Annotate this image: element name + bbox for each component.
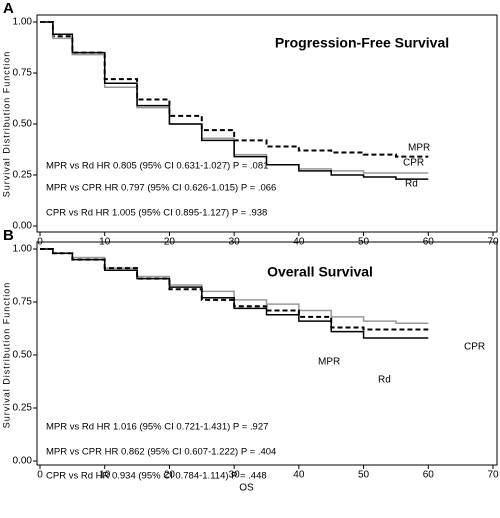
series-label: MPR	[318, 357, 340, 368]
annotation: MPR vs CPR HR 0.797 (95% CI 0.626-1.015)…	[46, 183, 276, 194]
x-tick-label: 60	[423, 470, 435, 481]
x-axis-label: OS	[239, 483, 254, 494]
series-label: MPR	[408, 143, 430, 154]
series-label: CPR	[403, 158, 424, 169]
x-tick-label: 40	[293, 470, 305, 481]
survival-curve	[40, 248, 429, 324]
y-tick-label: 1.00	[13, 244, 33, 255]
series-label: Rd	[378, 375, 391, 386]
y-tick-label: 1.00	[13, 17, 33, 28]
y-tick-label: 0.75	[13, 68, 33, 79]
survival-curve	[40, 248, 429, 331]
annotation: MPR vs Rd HR 0.805 (95% CI 0.631-1.027) …	[46, 161, 268, 172]
chart-title: Overall Survival	[267, 264, 373, 280]
chart-title: Progression-Free Survival	[275, 35, 449, 51]
y-tick-label: 0.50	[13, 119, 33, 130]
y-tick-label: 0.25	[13, 403, 33, 414]
annotation: MPR vs Rd HR 1.016 (95% CI 0.721-1.431) …	[46, 422, 268, 433]
series-label: CPR	[464, 342, 485, 353]
y-tick-label: 0.00	[13, 456, 33, 467]
y-axis-label: Survival Distribution Function	[1, 51, 11, 198]
y-tick-label: 0.25	[13, 170, 33, 181]
x-tick-label: 10	[99, 470, 111, 481]
y-axis-label: Survival Distribution Function	[1, 282, 11, 429]
x-tick-label: 20	[164, 470, 176, 481]
y-tick-label: 0.00	[13, 221, 33, 232]
survival-curve	[40, 21, 429, 180]
y-tick-label: 0.75	[13, 297, 33, 308]
panel-label: B	[3, 227, 14, 244]
annotation: CPR vs Rd HR 0.934 (95% CI 0.784-1.114) …	[46, 471, 267, 482]
annotation: CPR vs Rd HR 1.005 (95% CI 0.895-1.127) …	[46, 208, 267, 219]
series-label: Rd	[405, 179, 418, 190]
x-tick-label: 70	[487, 470, 499, 481]
y-tick-label: 0.50	[13, 350, 33, 361]
panel-label: A	[3, 0, 14, 17]
plot-frame	[36, 241, 498, 466]
x-tick-label: 0	[37, 470, 43, 481]
x-tick-label: 30	[229, 470, 241, 481]
annotation: MPR vs CPR HR 0.862 (95% CI 0.607-1.222)…	[46, 447, 276, 458]
x-tick-label: 50	[358, 470, 370, 481]
survival-curve	[40, 248, 429, 339]
